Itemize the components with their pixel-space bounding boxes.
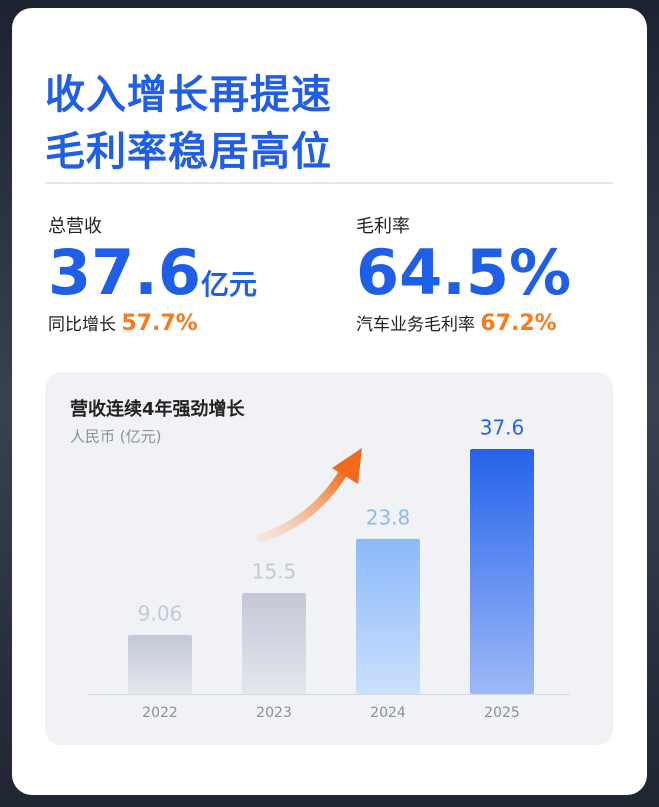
metric-sub-label: 汽车业务毛利率 [356, 315, 475, 335]
divider [45, 182, 613, 184]
metric-sub-value: 67.2% [480, 311, 557, 336]
x-tick-label: 2022 [142, 705, 178, 721]
value-label: 9.06 [138, 601, 183, 625]
metric: 总营收 37.6亿元 同比增长 57.7% [48, 212, 257, 336]
title-line: 收入增长再提速 [45, 72, 332, 118]
metric-sub-label: 同比增长 [48, 315, 116, 335]
x-tick-label: 2025 [484, 705, 520, 721]
metric-label: 总营收 [48, 216, 102, 237]
trend-arrow [257, 465, 350, 543]
bar [470, 449, 534, 694]
metric-value: 64.5% [356, 236, 572, 309]
value-label: 23.8 [366, 505, 411, 529]
metric: 毛利率 64.5% 汽车业务毛利率 67.2% [356, 212, 571, 336]
chart-subtitle: 人民币 (亿元) [70, 428, 161, 446]
metric-unit: 亿元 [200, 268, 257, 301]
title-line: 毛利率稳居高位 [45, 129, 332, 175]
metric-label: 毛利率 [356, 216, 410, 237]
bar [356, 538, 420, 694]
value-label: 15.5 [252, 560, 297, 584]
bar [242, 593, 306, 694]
x-tick-label: 2024 [370, 705, 406, 721]
chart-title: 营收连续4年强劲增长 [70, 398, 246, 420]
metric-sub-value: 57.7% [121, 311, 198, 336]
x-tick-label: 2023 [256, 705, 292, 721]
metric-value: 37.6 [48, 236, 201, 309]
value-label: 37.6 [480, 416, 525, 440]
trend-arrow-head [332, 448, 362, 484]
bar [128, 634, 192, 694]
